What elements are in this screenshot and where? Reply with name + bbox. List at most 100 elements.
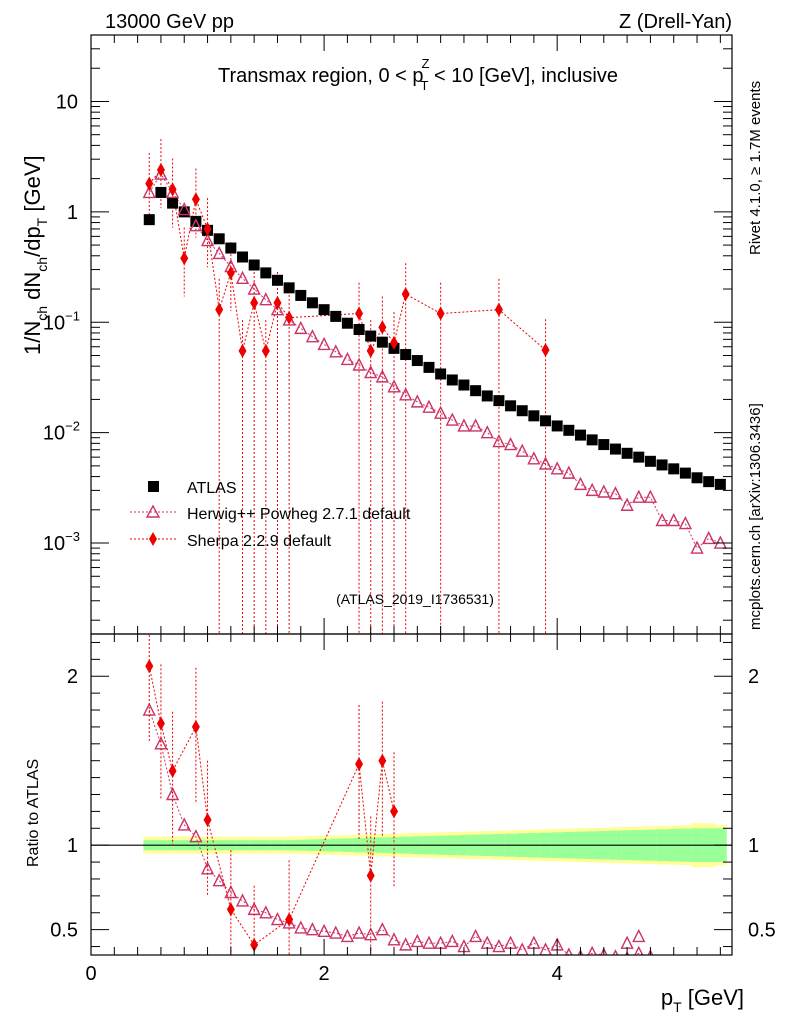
atlas-point-1 [155, 186, 167, 198]
ratio-herwig-point-12 [282, 915, 296, 929]
ratio-herwig-point-19 [364, 927, 378, 941]
ratio-herwig-point-22 [399, 937, 413, 951]
ratio-herwig-point-14 [305, 922, 320, 936]
ratio-sherpa-point-11 [390, 804, 399, 819]
herwig-point-3 [177, 201, 191, 216]
herwig-point-15 [317, 336, 331, 351]
ratio-herwig-point-2 [165, 786, 180, 801]
ratio-herwig-point-32 [515, 942, 529, 955]
atlas-point-19 [365, 330, 377, 342]
ratio-sherpa-point-4 [203, 812, 212, 827]
herwig-point-17 [340, 351, 355, 366]
ratio-herwig-point-3 [177, 817, 191, 831]
ratio-herwig-point-13 [294, 920, 308, 934]
atlas-point-8 [237, 251, 249, 263]
sherpa-point-10 [261, 343, 270, 358]
header-right: Z (Drell-Yan) [619, 11, 732, 33]
herwig-point-33 [527, 451, 541, 465]
atlas-point-45 [668, 463, 680, 475]
ratio-herwig-point-8 [235, 893, 250, 907]
atlas-point-47 [691, 472, 703, 484]
herwig-point-30 [492, 434, 506, 448]
ratio-herwig-point-45 [632, 928, 646, 943]
atlas-point-11 [271, 274, 283, 286]
ratio-tick-label-right-2: 0.5 [748, 920, 776, 942]
herwig-point-27 [457, 418, 471, 432]
atlas-point-36 [563, 424, 575, 436]
legend-entry-atlas: ATLAS [148, 480, 237, 497]
legend-marker-sherpa [149, 532, 157, 546]
herwig-point-11 [270, 302, 285, 316]
ratio-herwig-point-33 [527, 935, 541, 949]
ratio-herwig-point-15 [317, 923, 331, 938]
atlas-point-30 [493, 395, 505, 407]
atlas-point-34 [540, 415, 552, 427]
ratio-herwig-point-11 [270, 911, 285, 926]
sherpa-point-8 [238, 343, 247, 358]
ratio-herwig-point-0 [142, 702, 156, 716]
herwig-point-23 [410, 394, 424, 408]
atlas-point-17 [341, 317, 353, 329]
y-tick-label-0: 10 [56, 91, 78, 113]
herwig-point-28 [468, 418, 483, 432]
atlas-point-26 [446, 374, 458, 386]
sherpa-point-9 [250, 295, 259, 310]
y-tick-label-3: 10−2 [43, 419, 80, 445]
herwig-point-20 [375, 369, 389, 383]
ratio-tick-label-right-0: 2 [748, 666, 759, 688]
atlas-point-16 [330, 310, 342, 322]
ratio-herwig-point-23 [410, 933, 424, 948]
atlas-point-22 [400, 349, 412, 361]
sherpa-point-0 [145, 176, 154, 191]
ratio-herwig-point-44 [620, 935, 634, 949]
sherpa-point-6 [215, 302, 224, 317]
ratio-herwig-point-4 [189, 829, 203, 843]
sherpa-point-4 [191, 192, 200, 207]
sherpa-point-2 [168, 182, 177, 197]
ratio-herwig-point-18 [352, 925, 366, 939]
herwig-point-43 [643, 489, 658, 503]
atlas-point-27 [458, 379, 470, 391]
herwig-point-31 [503, 436, 518, 451]
herwig-point-14 [305, 329, 320, 343]
atlas-point-18 [353, 323, 365, 335]
atlas-point-24 [423, 361, 435, 373]
sherpa-point-14 [366, 343, 375, 358]
herwig-point-40 [608, 486, 623, 500]
ratio-sherpa-point-7 [285, 912, 294, 927]
herwig-point-21 [387, 379, 401, 393]
atlas-point-35 [551, 420, 563, 432]
ratio-herwig-point-40 [612, 949, 619, 955]
y-tick-label-1: 1 [67, 202, 78, 224]
ratio-sherpa-point-10 [378, 753, 387, 768]
atlas-point-13 [295, 289, 307, 301]
ratio-herwig-point-28 [468, 928, 483, 943]
herwig-point-44 [655, 512, 669, 527]
sherpa-point-12 [285, 310, 294, 325]
ratio-herwig-point-30 [492, 938, 506, 953]
chart-title: Transmax region, 0 < pZ T < 10 [GeV], inc… [218, 56, 618, 93]
legend: ATLAS Herwig++ Powheg 2.7.1 default Sher… [130, 480, 411, 550]
herwig-point-29 [480, 425, 494, 439]
ratio-herwig-point-16 [329, 925, 343, 939]
atlas-point-0 [143, 214, 155, 226]
header-left: 13000 GeV pp [105, 11, 234, 33]
ratio-herwig-point-24 [422, 935, 436, 949]
herwig-point-18 [352, 357, 366, 371]
y-axis-label: 1/Nch dNch/dpT [GeV] [20, 155, 50, 355]
ratio-tick-label-right-1: 1 [748, 835, 759, 857]
ratio-sherpa-point-1 [156, 716, 165, 731]
herwig-point-26 [445, 412, 459, 426]
ratio-tick-label-2: 0.5 [50, 920, 78, 942]
atlas-point-28 [470, 385, 482, 397]
atlas-point-49 [714, 478, 726, 490]
herwig-point-22 [399, 387, 413, 401]
atlas-point-41 [621, 447, 633, 459]
mcplots-label: mcplots.cern.ch [arXiv:1306.3436] [747, 403, 764, 630]
sherpa-point-19 [494, 302, 503, 317]
ratio-herwig-point-26 [445, 933, 459, 948]
herwig-point-46 [678, 516, 693, 530]
sherpa-point-11 [273, 295, 282, 310]
atlas-point-9 [248, 259, 260, 271]
herwig-point-45 [667, 512, 681, 527]
